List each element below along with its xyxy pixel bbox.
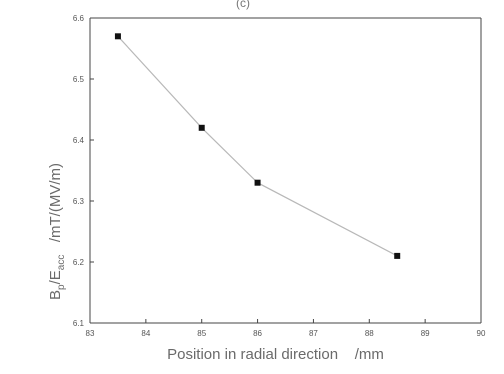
y-tick-label: 6.6 — [73, 14, 85, 23]
series-line — [117, 35, 398, 257]
data-markers — [114, 33, 401, 259]
x-tick-label: 88 — [365, 329, 374, 338]
x-axis-title: Position in radial direction /mm — [167, 346, 384, 363]
data-point — [254, 179, 261, 186]
x-tick-label: 85 — [197, 329, 206, 338]
y-tick-label: 6.2 — [73, 258, 85, 267]
y-axis-divisor-sub: acc — [56, 254, 67, 271]
y-axis-divisor: /E — [47, 270, 64, 285]
y-tick-label: 6.3 — [73, 197, 85, 206]
y-tick-label: 6.5 — [73, 75, 85, 84]
x-tick-label: 83 — [86, 329, 95, 338]
x-tick-label: 89 — [421, 329, 430, 338]
x-ticks: 83 84 85 86 87 88 89 90 — [86, 319, 486, 338]
data-point — [114, 33, 121, 40]
y-axis-symbol: B — [47, 289, 64, 300]
y-tick-label: 6.4 — [73, 136, 85, 145]
y-axis-units: /mT/(MV/m) — [47, 163, 64, 255]
y-axis-symbol-sub: p — [56, 284, 67, 290]
x-tick-label: 90 — [477, 329, 486, 338]
panel-label: (c) — [236, 0, 250, 10]
x-tick-label: 84 — [141, 329, 150, 338]
x-tick-label: 86 — [253, 329, 262, 338]
y-axis-title: Bp/Eacc /mT/(MV/m) — [47, 40, 67, 300]
data-point — [394, 252, 401, 259]
y-ticks: 6.1 6.2 6.3 6.4 6.5 6.6 — [73, 14, 94, 328]
axes — [89, 17, 482, 324]
y-tick-label: 6.1 — [73, 319, 85, 328]
x-tick-label: 87 — [309, 329, 318, 338]
data-point — [198, 124, 205, 131]
